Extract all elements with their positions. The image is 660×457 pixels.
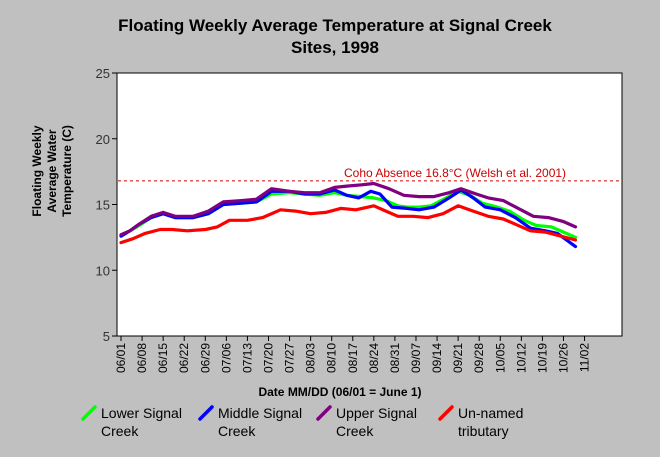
y-axis-label-line-1: Floating Weekly [30, 125, 44, 216]
legend-label-line-1: Lower Signal [101, 405, 182, 421]
legend-label-line-1: Middle Signal [218, 405, 302, 421]
y-axis-label: Floating Weekly Average Water Temperatur… [30, 125, 74, 217]
chart-title-line-2: Sites, 1998 [291, 38, 379, 57]
x-tick-label: 10/05 [493, 343, 507, 373]
x-tick-label: 09/14 [430, 343, 444, 373]
x-tick-label: 09/28 [472, 343, 486, 373]
x-tick-label: 08/03 [304, 343, 318, 373]
legend-label-line-2: Creek [101, 423, 139, 439]
x-tick-label: 07/27 [283, 343, 297, 373]
coho-threshold-label: Coho Absence 16.8°C (Welsh et al. 2001) [344, 166, 566, 180]
legend-label-line-2: Creek [218, 423, 256, 439]
y-tick-label: 25 [96, 66, 110, 81]
plot-area [116, 72, 623, 337]
legend-swatch [198, 405, 214, 421]
x-tick-label: 08/31 [388, 343, 402, 373]
legend-swatch [81, 405, 97, 421]
x-axis: 06/01 06/08 06/15 06/22 06/29 07/06 07/13 07/20… [114, 336, 592, 373]
x-tick-label: 07/06 [219, 343, 233, 373]
legend-label-line-2: Creek [336, 423, 374, 439]
y-tick-label: 10 [96, 263, 110, 278]
y-axis-label-line-2: Average Water [45, 129, 59, 212]
x-tick-label: 08/17 [346, 343, 360, 373]
x-axis-label: Date MM/DD (06/01 = June 1) [258, 385, 421, 399]
x-tick-label: 08/10 [325, 343, 339, 373]
chart-title-line-1: Floating Weekly Average Temperature at S… [118, 16, 552, 35]
y-axis-label-line-3: Temperature (C) [60, 125, 74, 217]
chart-title: Floating Weekly Average Temperature at S… [118, 16, 552, 57]
legend-swatch [438, 405, 454, 421]
x-tick-label: 08/24 [367, 343, 381, 373]
x-tick-label: 09/07 [409, 343, 423, 373]
y-axis: 5 10 15 20 25 [96, 66, 117, 344]
legend-label-line-2: tributary [458, 423, 509, 439]
series-line-un-named-tributary [119, 204, 578, 245]
legend-swatch [316, 405, 332, 421]
x-tick-label: 07/20 [261, 343, 275, 373]
x-tick-label: 06/22 [177, 343, 191, 373]
x-tick-label: 10/12 [514, 343, 528, 373]
y-tick-label: 5 [103, 329, 110, 344]
series-line-upper-signal-creek [119, 181, 578, 237]
series-lines [119, 181, 578, 249]
reference-line: Coho Absence 16.8°C (Welsh et al. 2001) [118, 166, 621, 182]
x-tick-label: 10/19 [535, 343, 549, 373]
x-tick-label: 09/21 [451, 343, 465, 373]
x-tick-label: 06/29 [198, 343, 212, 373]
x-tick-label: 07/13 [240, 343, 254, 373]
legend-label-line-1: Upper Signal [336, 405, 417, 421]
x-tick-label: 06/01 [114, 343, 128, 373]
x-tick-label: 06/15 [156, 343, 170, 373]
x-tick-label: 10/26 [556, 343, 570, 373]
y-tick-label: 20 [96, 132, 110, 147]
x-tick-label: 06/08 [135, 343, 149, 373]
legend-label-line-1: Un-named [458, 405, 523, 421]
y-tick-label: 15 [96, 198, 110, 213]
legend: Lower Signal Creek Middle Signal Creek Upper… [81, 405, 523, 439]
x-tick-label: 11/02 [578, 343, 592, 372]
